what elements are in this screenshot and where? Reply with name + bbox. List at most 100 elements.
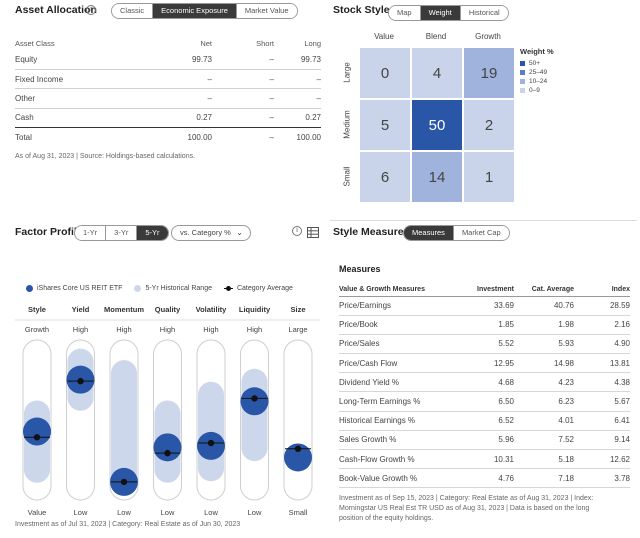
factor-name: Quality xyxy=(155,305,181,314)
investment-value: 6.50 xyxy=(454,391,514,412)
tab-measures[interactable]: Measures xyxy=(404,226,454,240)
factor-name: Size xyxy=(290,305,305,314)
table-row: Price/Sales 5.52 5.93 4.90 xyxy=(339,334,630,355)
index-value: 12.62 xyxy=(574,449,630,470)
legend-swatch xyxy=(520,70,525,75)
tab-market-value[interactable]: Market Value xyxy=(236,4,297,18)
index-value: 4.38 xyxy=(574,372,630,393)
chevron-down-icon: ⌄ xyxy=(236,228,243,237)
table-row: Sales Growth % 5.96 7.52 9.14 xyxy=(339,430,630,451)
table-row: Price/Cash Flow 12.95 14.98 13.81 xyxy=(339,353,630,374)
tab-classic[interactable]: Classic xyxy=(112,4,154,18)
category-marker-icon xyxy=(223,286,233,291)
long-value: 99.73 xyxy=(274,50,321,70)
legend-title: Weight % xyxy=(520,47,554,56)
table-row: Historical Earnings % 6.52 4.01 6.41 xyxy=(339,411,630,431)
col-label-value: Value xyxy=(374,32,394,41)
factor-name: Style xyxy=(28,305,46,314)
style-box-cell: 6 xyxy=(359,151,411,203)
fund-dot-icon xyxy=(26,285,33,292)
long-value: 0.27 xyxy=(274,108,321,129)
category-average-marker xyxy=(251,395,258,402)
col-label-blend: Blend xyxy=(425,32,447,41)
factor-name: Yield xyxy=(72,305,90,314)
style-box-cell: 19 xyxy=(463,47,515,99)
short-value: – xyxy=(269,133,274,142)
legend-item: 50+ xyxy=(520,59,554,68)
measure-name: Sales Growth % xyxy=(339,430,454,451)
tab-5-yr[interactable]: 5-Yr xyxy=(137,226,168,240)
row-label-large: Large xyxy=(342,61,352,83)
table-row: Price/Book 1.85 1.98 2.16 xyxy=(339,315,630,335)
factor-top-label: High xyxy=(203,325,218,334)
investment-value: 33.69 xyxy=(454,296,514,316)
factor-name: Liquidity xyxy=(239,305,271,314)
net-value: 0.27 xyxy=(135,108,212,129)
row-label: Other xyxy=(15,88,135,109)
historical-range xyxy=(111,360,137,496)
tab-3-yr[interactable]: 3-Yr xyxy=(106,226,138,240)
index-value: 5.67 xyxy=(574,391,630,412)
style-box-cell: 2 xyxy=(463,99,515,151)
style-box-cell: 4 xyxy=(411,47,463,99)
category-value: 7.52 xyxy=(514,430,574,451)
table-view-icon[interactable] xyxy=(307,227,319,238)
factor-top-label: High xyxy=(247,325,262,334)
investment-value: 6.52 xyxy=(454,411,514,431)
short-value: – xyxy=(212,88,274,109)
table-row-total: Total 100.00 – 100.00 xyxy=(15,128,321,147)
factor-top-label: Growth xyxy=(25,325,49,334)
short-value: – xyxy=(212,69,274,90)
tab-map[interactable]: Map xyxy=(389,6,421,20)
fund-marker[interactable] xyxy=(284,443,312,472)
tab-1-yr[interactable]: 1-Yr xyxy=(75,226,107,240)
factor-top-label: High xyxy=(160,325,175,334)
compare-select[interactable]: vs. Category % ⌄ xyxy=(171,225,251,241)
col-net: Net xyxy=(200,38,212,48)
category-value: 4.01 xyxy=(514,411,574,431)
fund-marker[interactable] xyxy=(153,433,182,462)
measure-name: Price/Earnings xyxy=(339,296,454,316)
table-row: Book-Value Growth % 4.76 7.18 3.78 xyxy=(339,468,630,489)
footnote-line: Morningstar US Real Est TR USD as of Aug… xyxy=(339,505,590,512)
index-value: 2.16 xyxy=(574,315,630,335)
factor-name: Momentum xyxy=(104,305,144,314)
index-value: 6.41 xyxy=(574,411,630,431)
stock-style-title: Stock Style xyxy=(333,4,390,16)
tab-market-cap[interactable]: Market Cap xyxy=(453,226,509,240)
col-cat-average: Cat. Average xyxy=(514,283,574,297)
style-measures-tabs: Measures Market Cap xyxy=(403,225,510,241)
row-label: Fixed Income xyxy=(15,69,135,90)
col-asset-class: Asset Class xyxy=(15,38,55,48)
net-value: – xyxy=(135,88,212,109)
asset-allocation-table: Asset Class Net Short Long Equity 99.73 … xyxy=(15,36,321,147)
style-box-cell: 50 xyxy=(411,99,463,151)
category-average-marker xyxy=(207,439,215,447)
row-label: Cash xyxy=(15,108,135,129)
divider xyxy=(330,220,637,221)
category-average-marker xyxy=(33,434,41,441)
measure-name: Long-Term Earnings % xyxy=(339,391,454,412)
long-value: – xyxy=(274,69,321,90)
index-value: 3.78 xyxy=(574,468,630,489)
info-icon[interactable]: i xyxy=(292,226,302,236)
tab-historical[interactable]: Historical xyxy=(460,6,508,20)
legend-swatch xyxy=(520,61,525,66)
investment-value: 10.31 xyxy=(454,449,514,470)
legend-item: 10–24 xyxy=(520,77,554,86)
stock-style-tabs: Map Weight Historical xyxy=(388,5,509,21)
info-icon[interactable]: i xyxy=(86,5,96,15)
factor-bottom-label: Low xyxy=(117,508,131,517)
row-label: Equity xyxy=(15,50,135,70)
index-value: 28.59 xyxy=(574,296,630,316)
short-value: – xyxy=(212,108,274,129)
category-average-marker xyxy=(120,478,128,486)
asset-allocation-footnote: As of Aug 31, 2023 | Source: Holdings-ba… xyxy=(15,153,196,160)
fund-marker[interactable] xyxy=(23,417,51,446)
factor-bottom-label: Low xyxy=(74,508,88,517)
factor-bottom-label: Small xyxy=(289,508,308,517)
tab-economic-exposure[interactable]: Economic Exposure xyxy=(153,4,237,18)
tab-weight[interactable]: Weight xyxy=(420,6,461,20)
category-value: 6.23 xyxy=(514,391,574,412)
table-row: Cash-Flow Growth % 10.31 5.18 12.62 xyxy=(339,449,630,470)
